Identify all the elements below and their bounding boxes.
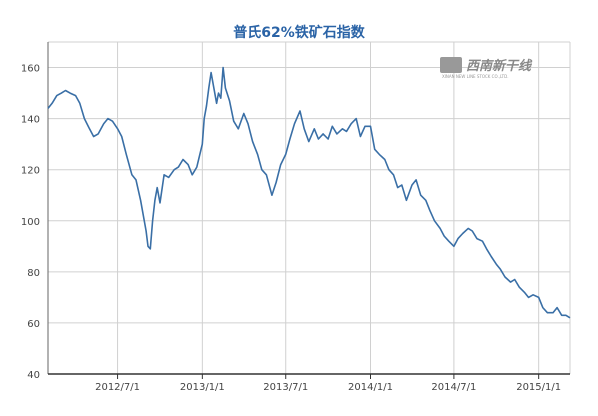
y-tick-label: 80 [27,268,40,279]
watermark-sub-text: XINAN NEW LINE STOCK CO.,LTD. [442,74,508,79]
series-line [47,66,571,319]
x-tick-label: 2015/1/1 [516,382,561,393]
watermark-logo: 西南新干线 XINAN NEW LINE STOCK CO.,LTD. [440,57,533,79]
y-tick-label: 120 [21,166,40,177]
x-tick-label: 2012/7/1 [95,382,140,393]
grid-lines [48,42,570,374]
y-tick-label: 100 [21,217,40,228]
y-tick-label: 40 [27,370,40,381]
y-tick-labels: 40 60 80 100 120 140 160 [21,64,40,381]
x-tick-labels: 2012/7/1 2013/1/1 2013/7/1 2014/1/1 2014/7/1… [95,382,561,393]
y-tick-label: 160 [21,64,40,75]
x-tick-label: 2014/7/1 [431,382,476,393]
chart-title: 普氏62%铁矿石指数 [233,25,365,41]
watermark-emblem [440,57,462,73]
x-tick-label: 2014/1/1 [348,382,393,393]
y-tick-label: 140 [21,115,40,126]
x-tick-label: 2013/7/1 [263,382,308,393]
watermark-brand-text: 西南新干线 [466,58,533,74]
x-tick-label: 2013/1/1 [180,382,225,393]
axes [47,41,571,379]
y-tick-label: 60 [27,319,40,330]
